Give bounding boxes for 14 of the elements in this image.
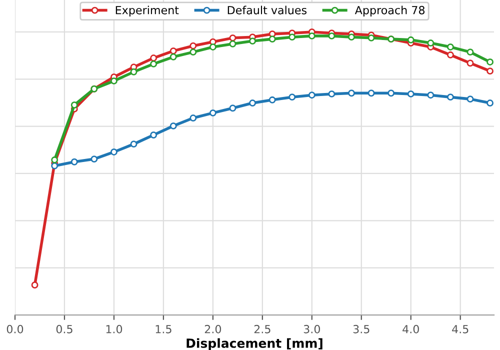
legend-label: Default values [228, 6, 307, 14]
x-tick-label: 2.5 [254, 324, 270, 334]
x-tick-label: 2.0 [204, 324, 222, 334]
x-tick-label: 4.5 [452, 325, 468, 334]
legend-label: Approach 78 [354, 6, 425, 16]
x-tick-label: 0.5 [56, 324, 72, 334]
x-tick-label: 1.0 [106, 324, 122, 334]
x-axis-title: Displacement [mm] [186, 338, 322, 350]
x-tick-label: 1.5 [156, 325, 172, 334]
legend-label: Experiment [116, 6, 179, 16]
x-tick-label: 0.0 [6, 324, 24, 334]
x-tick-label: 3.5 [353, 324, 370, 334]
x-tick-label: 4.0 [402, 324, 419, 334]
x-tick-label: 3.0 [304, 324, 320, 334]
